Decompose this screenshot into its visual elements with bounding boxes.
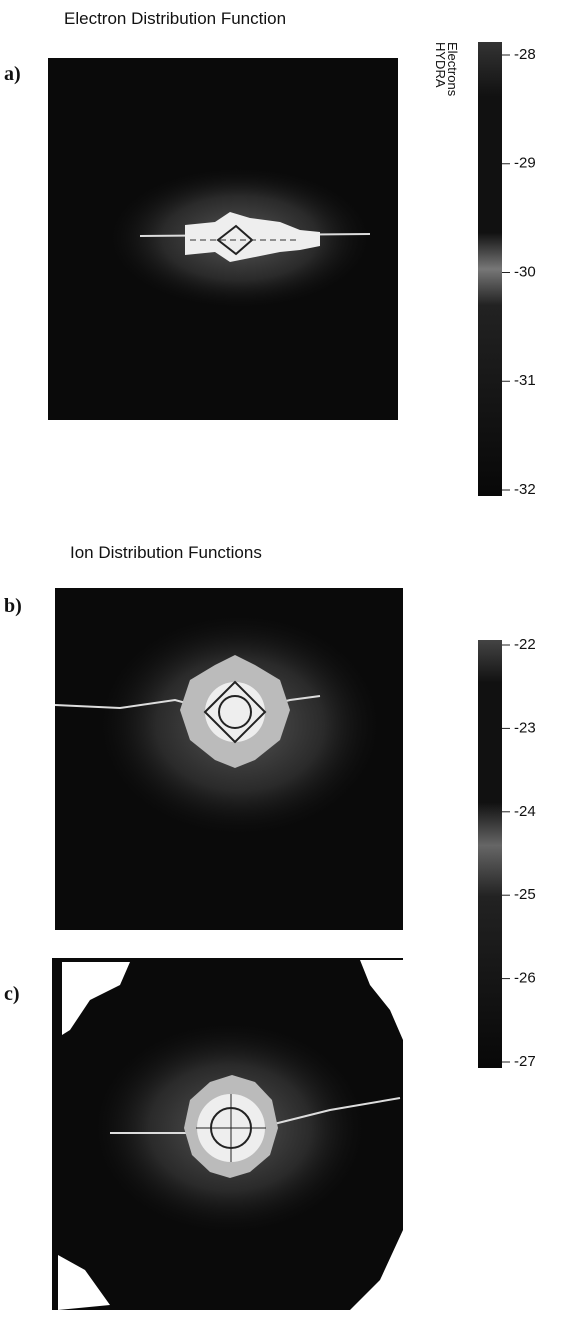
colorbar-label: HYDRA Electrons (433, 42, 460, 97)
tick-label: -24 (514, 803, 536, 820)
colorbar-label-line: Electrons (445, 42, 460, 97)
panel-image (54, 588, 403, 930)
panel-label: c) (4, 983, 20, 1005)
tick-label: -31 (514, 372, 536, 389)
tick-label: -30 (514, 263, 536, 280)
panel-label: b) (4, 595, 22, 617)
colorbar (478, 42, 502, 496)
tick-label: -32 (514, 481, 536, 498)
section-title: Ion Distribution Functions (70, 543, 262, 562)
panel-label: a) (4, 63, 21, 85)
tick-label: -26 (514, 970, 536, 987)
tick-label: -28 (514, 46, 536, 63)
tick-label: -25 (514, 886, 536, 903)
colorbar (478, 640, 502, 1068)
panel-image (52, 958, 403, 1310)
section-title: Electron Distribution Function (64, 9, 286, 28)
colorbar-label-line: HYDRA (433, 42, 448, 88)
tick-label: -29 (514, 155, 536, 172)
tick-label: -23 (514, 719, 536, 736)
panel-image (48, 58, 398, 420)
tick-label: -22 (514, 636, 536, 653)
tick-label: -27 (514, 1053, 536, 1070)
